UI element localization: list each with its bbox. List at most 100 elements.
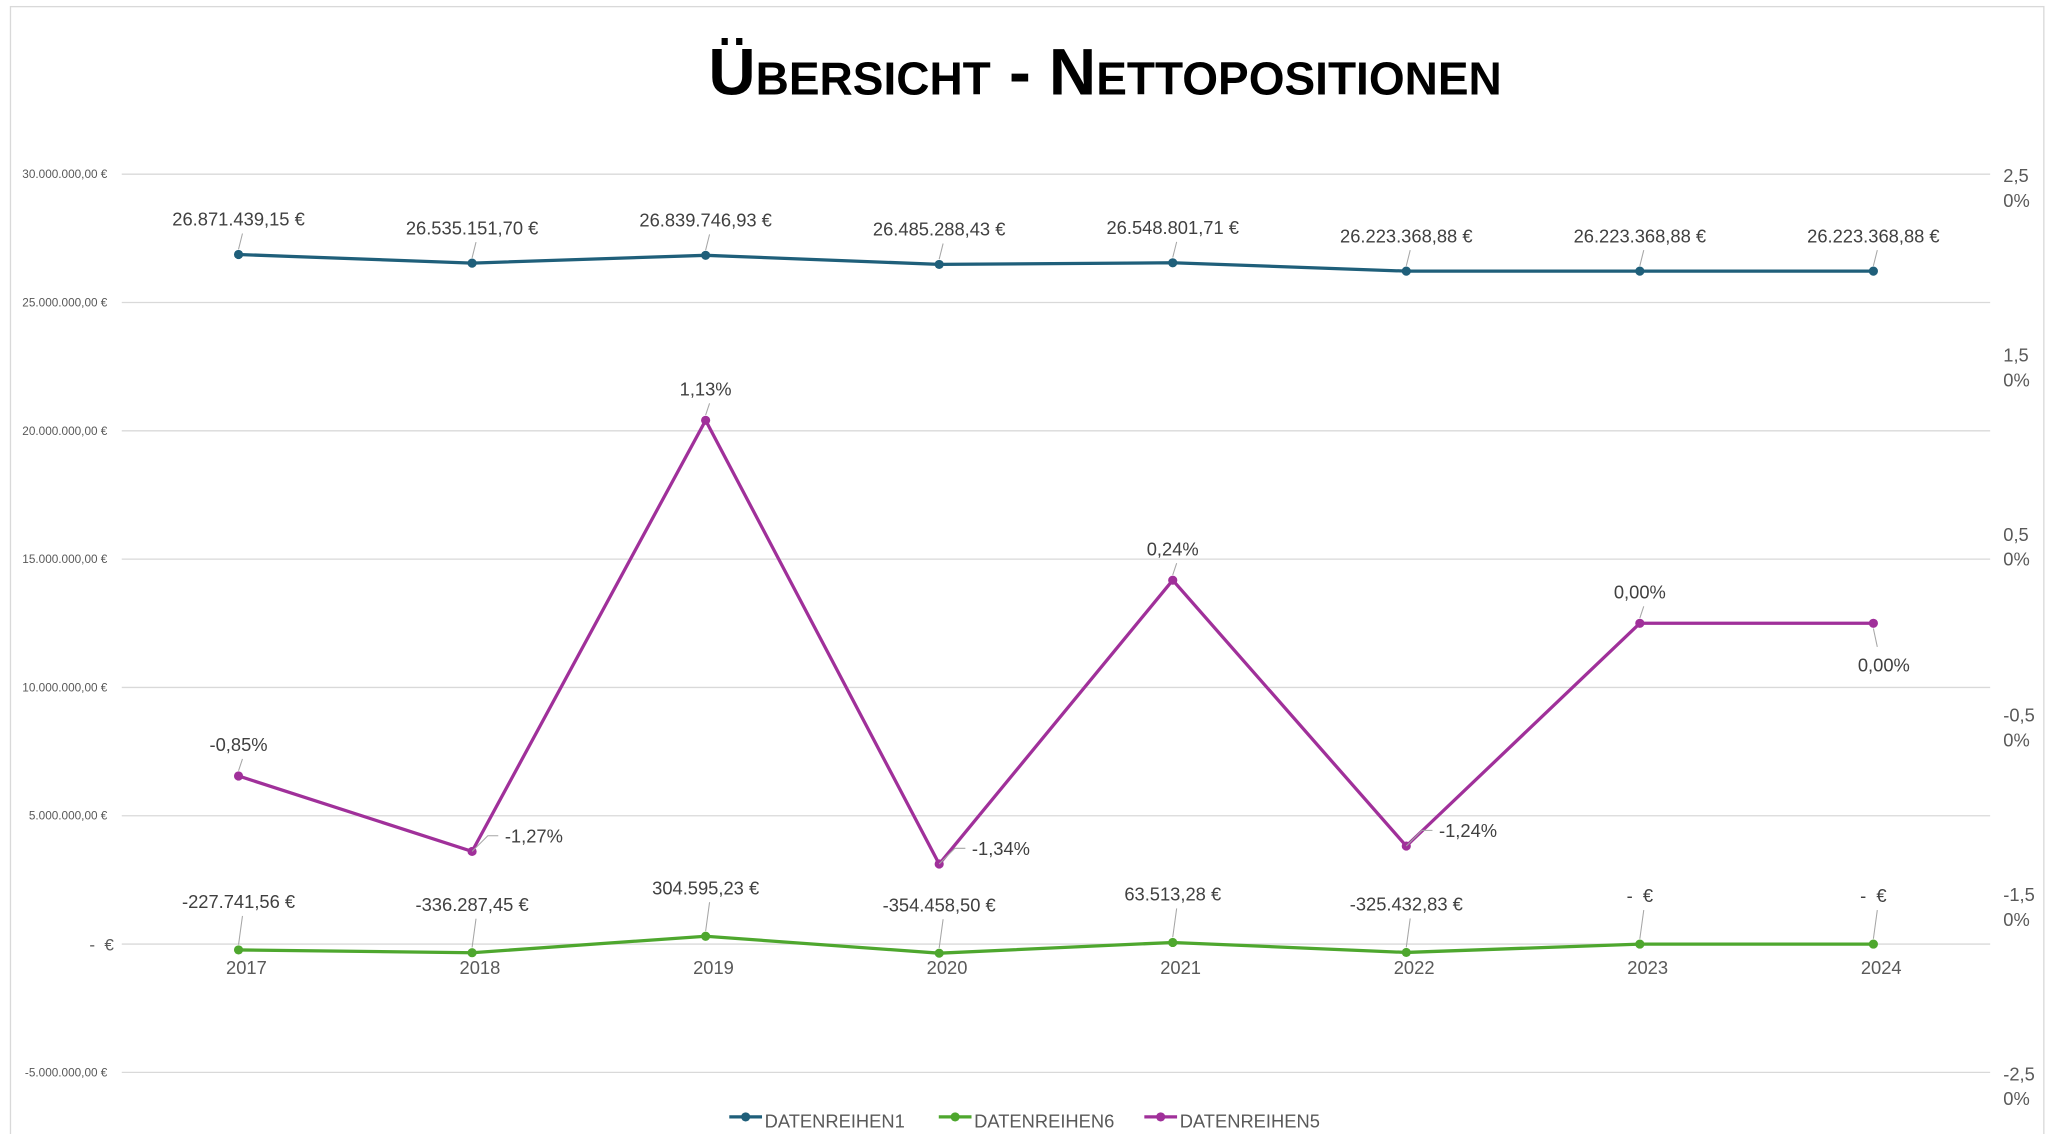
data-label: - € [1860,885,1886,906]
data-point [1868,618,1878,628]
x-tick-label: 2018 [460,957,501,978]
x-tick-label: 2024 [1861,957,1902,978]
data-label: 26.871.439,15 € [172,209,305,230]
leader-line [238,915,243,945]
y-tick-label: 15.000.000,00 € [22,553,108,566]
y2-tick-label: 2,50% [2003,165,2030,211]
data-label: -0,85% [210,734,268,755]
data-label: 0,24% [1147,538,1199,559]
data-point [701,931,711,941]
chart-border [9,5,2045,1134]
data-point [1868,266,1878,276]
data-point [233,249,244,260]
leader-line [1639,250,1645,267]
leader-line [1172,241,1178,258]
data-label: 26.223.368,88 € [1340,225,1473,246]
x-tick-label: 2021 [1160,957,1201,978]
y-tick-label: 5.000.000,00 € [29,810,108,823]
leader-line [705,403,711,416]
leader-line [471,918,477,948]
series-line [238,934,1874,955]
data-label: -325.432,83 € [1350,894,1463,915]
leader-line [471,242,477,259]
leader-line [1639,606,1645,619]
data-label: 26.223.368,88 € [1807,225,1940,246]
data-point [1868,939,1878,949]
leader-line [471,835,499,852]
data-point [233,771,244,781]
y2-tick-label: 0,50% [2003,524,2030,571]
data-label: -1,27% [505,825,563,846]
legend-marker [1156,1112,1166,1122]
leader-line [938,919,944,949]
legend-label: DATENREIHEN6 [974,1110,1114,1131]
data-label: 304.595,23 € [652,877,759,898]
y2-tick-label: -0,50% [2003,703,2035,750]
leader-line [1405,918,1411,948]
data-point [934,259,944,269]
y2-tick-label-box: 2,50% [2003,165,2030,211]
leader-line [1172,563,1178,576]
data-label: 63.513,28 € [1124,884,1221,905]
chart-title: Übersicht - Nettopositionen [708,35,1501,108]
y-tick-label: 20.000.000,00 € [22,425,108,438]
data-point [467,258,477,268]
data-point [1635,939,1645,949]
leader-line [1872,250,1878,267]
data-point [1401,947,1411,958]
data-point [467,948,477,958]
series-line [238,416,1874,867]
y-tick-label: - € [89,936,114,955]
leader-line [938,847,966,865]
data-point [1635,618,1645,628]
data-label: -354.458,50 € [883,894,996,915]
series-line [238,252,1874,273]
data-label: 26.548.801,71 € [1106,217,1239,238]
y2-tick-label-box: -0,50% [2003,703,2035,750]
leader-line [705,234,711,251]
y-tick-label: 25.000.000,00 € [22,296,108,309]
data-point [1401,266,1411,276]
data-label: 26.535.151,70 € [406,217,538,238]
y2-tick-label-box: 0,50% [2003,524,2030,571]
leader-line [1405,829,1433,847]
legend-marker [950,1112,960,1122]
y2-tick-label: -1,50% [2003,883,2035,930]
data-label: 1,13% [680,378,732,399]
data-point [701,415,711,425]
x-tick-label: 2022 [1394,957,1435,978]
x-tick-label: 2019 [693,957,734,978]
data-label: 26.485.288,43 € [873,219,1006,240]
data-point [233,945,244,955]
data-point [1635,266,1645,276]
data-label: -336.287,45 € [416,894,529,915]
y-tick-label: 10.000.000,00 € [22,681,108,694]
y2-tick-label: -2,50% [2003,1063,2035,1110]
x-tick-label: 2017 [226,957,267,978]
leader-line [1872,628,1878,647]
x-tick-label: 2020 [927,957,968,978]
legend-label: DATENREIHEN5 [1180,1110,1320,1131]
leader-line [1872,909,1878,939]
leader-line [238,233,243,250]
data-point [701,250,711,260]
data-label: -1,24% [1439,820,1497,841]
y-tick-label: 30.000.000,00 € [22,168,108,181]
legend-marker [741,1112,751,1122]
y-tick-label: -5.000.000,00 € [25,1066,108,1079]
x-tick-label: 2023 [1627,957,1668,978]
legend-label: DATENREIHEN1 [765,1110,905,1131]
data-label: 0,00% [1614,581,1666,602]
data-point [934,948,944,958]
data-label: - € [1627,885,1653,906]
leader-line [1639,909,1645,939]
y2-tick-label-box: 1,50% [2003,345,2029,391]
leader-line [705,902,711,932]
y2-tick-label-box: -2,50% [2003,1063,2035,1110]
data-label: 26.839.746,93 € [639,210,771,231]
y2-tick-label-box: -1,50% [2003,883,2035,930]
leader-line [1405,250,1411,267]
leader-line [938,243,944,260]
